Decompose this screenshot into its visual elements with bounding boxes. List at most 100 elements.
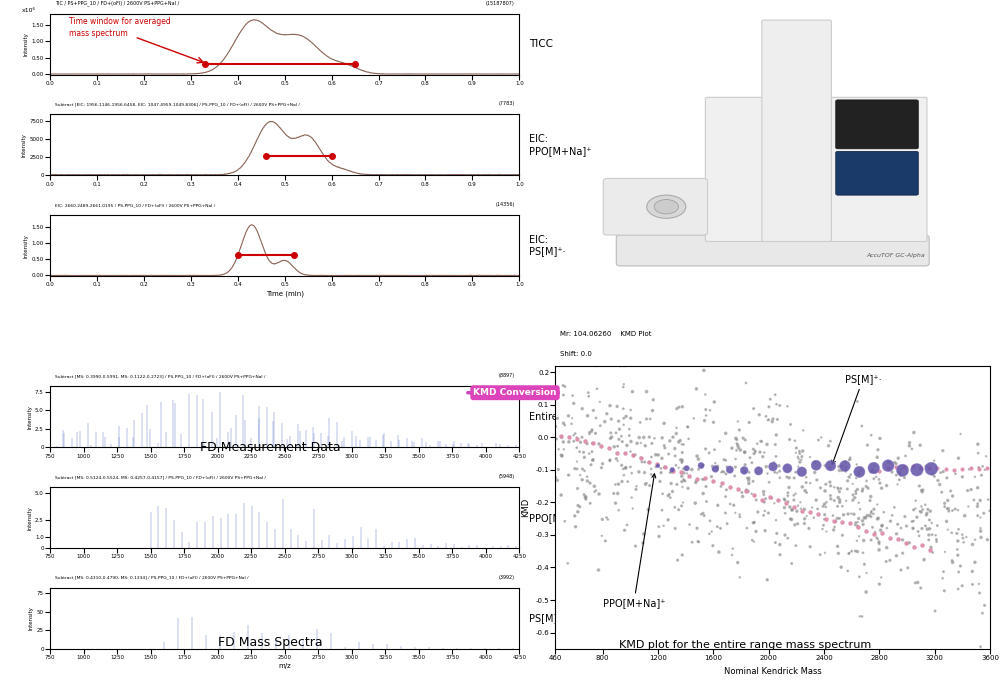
Point xyxy=(884,510,900,521)
Point xyxy=(748,447,764,458)
Circle shape xyxy=(647,195,686,219)
Point xyxy=(585,438,601,449)
Point xyxy=(975,461,991,472)
Point xyxy=(757,525,773,536)
Text: Subtract [MS: 0.3990-0.5991, MS: 0.1122-0.2723] / PS-PPG_10 / FD+(oFI) / 2600V P: Subtract [MS: 0.3990-0.5991, MS: 0.1122-… xyxy=(55,374,265,378)
Point xyxy=(871,544,887,555)
Point xyxy=(840,475,856,486)
Point xyxy=(869,514,885,525)
Point xyxy=(924,529,940,540)
Point xyxy=(742,452,758,463)
Point xyxy=(893,464,909,475)
Point xyxy=(916,554,932,565)
Point xyxy=(945,490,961,501)
Text: PS[M]⁺·: PS[M]⁺· xyxy=(529,613,565,624)
Point xyxy=(674,402,690,413)
Point xyxy=(565,390,581,401)
Point xyxy=(716,466,732,477)
Point xyxy=(838,462,854,473)
Point xyxy=(801,523,817,534)
Point xyxy=(845,478,861,489)
Point xyxy=(674,550,690,561)
Point xyxy=(674,476,690,487)
Point xyxy=(878,556,894,567)
Point xyxy=(625,449,641,460)
Point xyxy=(732,509,748,520)
Point xyxy=(818,479,834,490)
Point xyxy=(922,544,938,555)
Point xyxy=(579,475,595,486)
Point xyxy=(761,414,777,425)
Point xyxy=(834,516,850,527)
Point xyxy=(734,487,750,498)
Point xyxy=(950,583,966,594)
Point xyxy=(705,540,721,551)
Point xyxy=(927,605,943,616)
Point xyxy=(635,538,651,548)
Point xyxy=(599,512,615,523)
Point xyxy=(674,482,690,492)
Point xyxy=(585,405,601,416)
Point xyxy=(902,437,918,448)
Point xyxy=(833,561,849,572)
Point xyxy=(935,566,951,577)
Point xyxy=(601,443,617,454)
Point xyxy=(671,436,687,447)
Point xyxy=(874,483,890,494)
Point xyxy=(668,422,684,433)
Point xyxy=(665,465,681,476)
Point xyxy=(594,531,610,542)
Point xyxy=(620,476,636,487)
Point xyxy=(924,518,940,529)
Point xyxy=(855,519,871,530)
Point xyxy=(832,494,848,505)
Point xyxy=(976,507,992,518)
Point xyxy=(623,436,639,447)
Point xyxy=(887,457,903,468)
Point xyxy=(972,512,988,523)
X-axis label: Nominal Kendrick Mass: Nominal Kendrick Mass xyxy=(724,667,822,675)
Point xyxy=(858,512,874,523)
Point xyxy=(776,494,792,505)
Point xyxy=(787,435,803,446)
Point xyxy=(680,421,696,432)
Point xyxy=(628,484,644,494)
Point xyxy=(725,543,741,554)
Point xyxy=(600,514,616,525)
Point xyxy=(793,454,809,465)
Point xyxy=(882,532,898,543)
Point xyxy=(863,507,879,518)
Point xyxy=(768,515,784,526)
Point xyxy=(831,486,847,497)
Point xyxy=(595,458,611,469)
Point xyxy=(695,508,711,519)
Point xyxy=(602,454,618,465)
Point xyxy=(898,451,914,462)
Text: PPO[M+Na]⁺: PPO[M+Na]⁺ xyxy=(603,474,665,609)
Point xyxy=(667,450,683,461)
Point xyxy=(838,465,854,476)
Point xyxy=(676,463,692,474)
Point xyxy=(768,430,784,441)
Point xyxy=(607,479,623,490)
Point xyxy=(650,449,666,460)
Point xyxy=(556,444,572,455)
Point xyxy=(667,443,683,454)
Point xyxy=(802,507,818,518)
Point xyxy=(696,459,712,470)
Point xyxy=(581,427,597,438)
Point xyxy=(676,474,692,485)
Point xyxy=(766,457,782,468)
Point xyxy=(702,516,718,527)
Point xyxy=(841,471,857,482)
Text: (7783): (7783) xyxy=(498,102,515,107)
Point xyxy=(853,464,869,475)
Point xyxy=(893,522,909,533)
Point xyxy=(834,530,850,541)
Point xyxy=(608,454,624,464)
Point xyxy=(970,499,986,510)
Point xyxy=(732,512,748,522)
Point xyxy=(722,464,738,475)
Point xyxy=(718,469,734,479)
Point xyxy=(745,517,761,528)
